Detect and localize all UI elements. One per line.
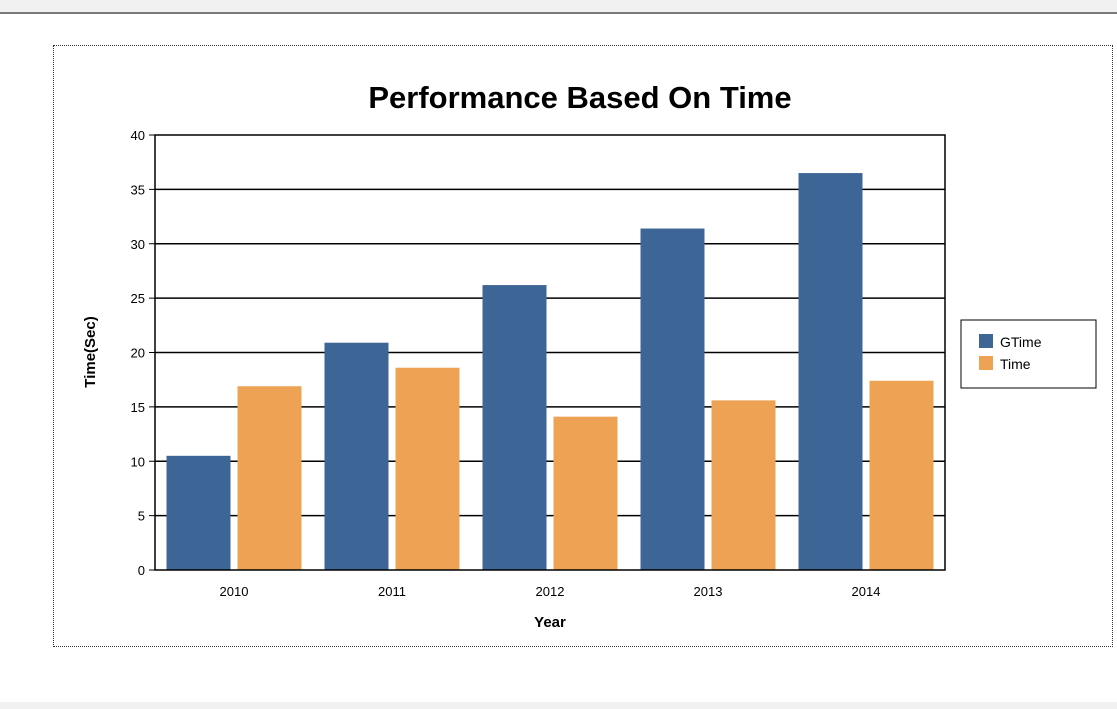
bar-time-2011	[395, 367, 460, 570]
bar-time-2014	[869, 380, 934, 570]
legend: GTime Time	[960, 319, 1097, 389]
bar-gtime-2012	[482, 285, 547, 570]
chart-title: Performance Based On Time	[368, 80, 791, 115]
y-tick-label: 30	[131, 237, 145, 252]
legend-box	[960, 319, 1097, 389]
y-axis-title: Time(Sec)	[82, 316, 99, 387]
bar-time-2010	[237, 386, 302, 570]
y-tick-label: 0	[138, 563, 145, 578]
x-tick-label: 2012	[536, 584, 565, 599]
x-axis-ticks: 2010 2011 2012 2013 2014	[220, 584, 881, 599]
bar-gtime-2013	[640, 228, 705, 570]
legend-swatch-time	[979, 356, 993, 370]
x-tick-label: 2011	[378, 584, 406, 599]
y-tick-label: 35	[131, 182, 145, 197]
bar-time-2012	[553, 416, 618, 570]
y-tick-label: 25	[131, 291, 145, 306]
x-axis-title: Year	[534, 614, 566, 631]
chart-frame	[53, 45, 1113, 647]
bar-time-2013	[711, 400, 776, 570]
bar-gtime-2010	[166, 455, 231, 570]
y-tick-label: 10	[131, 454, 145, 469]
y-tick-label: 15	[131, 400, 145, 415]
y-tick-label: 5	[138, 509, 145, 524]
x-tick-label: 2014	[852, 584, 881, 599]
bars	[166, 173, 934, 570]
bar-gtime-2014	[798, 173, 863, 570]
y-tick-label: 20	[131, 346, 145, 361]
report-viewer-content	[0, 14, 1117, 702]
y-tick-label: 40	[131, 128, 145, 143]
legend-label-gtime: GTime	[1000, 334, 1042, 350]
legend-label-time: Time	[1000, 356, 1031, 372]
legend-swatch-gtime	[979, 334, 993, 348]
bar-gtime-2011	[324, 342, 389, 570]
top-toolbar-strip	[0, 0, 1117, 14]
x-tick-label: 2010	[220, 584, 249, 599]
x-tick-label: 2013	[694, 584, 723, 599]
y-axis-ticks: 0 5 10 15 20 25 30 35 40	[131, 128, 155, 578]
